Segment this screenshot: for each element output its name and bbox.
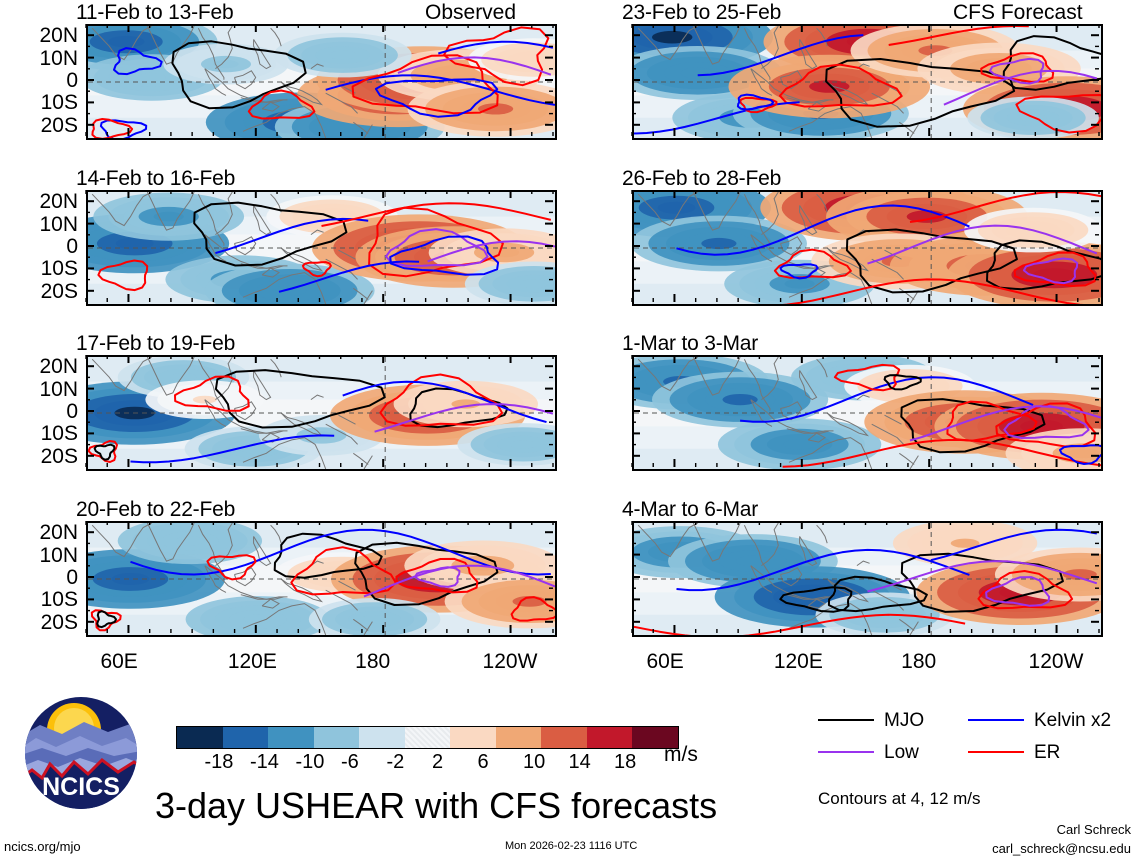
- x-axis-tick-label: 180: [355, 650, 391, 673]
- colorbar-tick-label: 10: [523, 751, 546, 773]
- y-axis-tick-label: 20S: [40, 444, 78, 468]
- x-axis-tick-label: 120E: [773, 650, 823, 673]
- colorbar-swatch: [450, 727, 496, 748]
- map-panel[interactable]: [632, 24, 1103, 140]
- y-axis-tick-label: 20S: [40, 279, 78, 303]
- contour-note: Contours at 4, 12 m/s: [818, 789, 981, 808]
- x-axis-tick-label: 180: [901, 650, 937, 673]
- colorbar-unit-label: m/s: [664, 743, 698, 766]
- y-axis-tick-label: 0: [66, 69, 78, 92]
- colorbar-tick-label: -18: [204, 751, 234, 773]
- colorbar-swatch: [177, 727, 223, 748]
- colorbar-swatch: [268, 727, 314, 748]
- author-name: Carl Schreck: [1056, 822, 1131, 837]
- author-email[interactable]: carl_schreck@ncsu.edu: [992, 841, 1131, 856]
- panel-title: 17-Feb to 19-Feb: [76, 332, 236, 355]
- colorbar-tick-label: 14: [568, 751, 591, 773]
- colorbar-tick-label: 2: [432, 751, 444, 773]
- map-panel[interactable]: [86, 521, 557, 637]
- map-panel[interactable]: [632, 190, 1103, 306]
- y-axis-tick-label: 10N: [39, 46, 78, 70]
- colorbar-swatch: [541, 727, 587, 748]
- y-axis-tick-label: 10S: [40, 91, 78, 115]
- colorbar-tick-label: 18: [614, 751, 637, 773]
- colorbar-swatch: [313, 727, 359, 748]
- y-axis-tick-label: 20N: [39, 190, 78, 214]
- map-panel[interactable]: [86, 355, 557, 471]
- column-header: CFS Forecast: [953, 1, 1083, 24]
- panel-title: 1-Mar to 3-Mar: [622, 332, 759, 355]
- map-panel[interactable]: [86, 190, 557, 306]
- colorbar-swatch: [404, 727, 450, 748]
- legend-label: MJO: [884, 710, 925, 731]
- panel-title: 23-Feb to 25-Feb: [622, 1, 782, 24]
- colorbar-tick-label: -6: [341, 751, 359, 773]
- y-axis-tick-label: 20S: [40, 610, 78, 634]
- y-axis-tick-label: 10N: [39, 212, 78, 236]
- y-axis-tick-label: 0: [66, 235, 78, 258]
- y-axis-tick-label: 20N: [39, 521, 78, 545]
- x-axis-tick-label: 120E: [227, 650, 277, 673]
- panel-title: 20-Feb to 22-Feb: [76, 498, 236, 521]
- site-link[interactable]: ncics.org/mjo: [4, 839, 81, 854]
- map-panel[interactable]: [86, 24, 557, 140]
- colorbar-swatch: [632, 727, 678, 748]
- y-axis-tick-label: 20N: [39, 355, 78, 379]
- y-axis-tick-label: 20N: [39, 24, 78, 48]
- ncics-logo: NCICS: [22, 694, 140, 812]
- legend-label: Kelvin x2: [1034, 710, 1112, 731]
- colorbar: [176, 726, 679, 749]
- y-axis-tick-label: 10S: [40, 422, 78, 446]
- colorbar-swatch: [222, 727, 268, 748]
- legend-line-kelvin-x2: [968, 719, 1024, 721]
- y-axis-tick-label: 0: [66, 566, 78, 589]
- x-axis-tick-label: 120W: [1028, 650, 1084, 673]
- map-panel[interactable]: [632, 521, 1103, 637]
- y-axis-tick-label: 10N: [39, 377, 78, 401]
- panel-title: 14-Feb to 16-Feb: [76, 167, 236, 190]
- timestamp: Mon 2026-02-23 1116 UTC: [505, 840, 638, 852]
- colorbar-swatch: [359, 727, 405, 748]
- y-axis-tick-label: 0: [66, 400, 78, 423]
- colorbar-swatch: [586, 727, 632, 748]
- x-axis-tick-label: 60E: [100, 650, 138, 673]
- legend-line-mjo: [818, 719, 874, 721]
- x-axis-tick-label: 60E: [646, 650, 684, 673]
- colorbar-swatch: [495, 727, 541, 748]
- x-axis-tick-label: 120W: [482, 650, 538, 673]
- legend-line-low: [818, 751, 874, 753]
- legend-label: ER: [1034, 742, 1061, 763]
- y-axis-tick-label: 20S: [40, 113, 78, 137]
- colorbar-tick-label: -14: [250, 751, 279, 773]
- colorbar-tick-label: -10: [295, 751, 325, 773]
- column-header: Observed: [425, 1, 517, 24]
- legend-line-er: [968, 751, 1024, 753]
- panel-title: 26-Feb to 28-Feb: [622, 167, 782, 190]
- figure-title: 3-day USHEAR with CFS forecasts: [155, 785, 718, 826]
- panel-title: 11-Feb to 13-Feb: [76, 1, 234, 24]
- y-axis-tick-label: 10N: [39, 543, 78, 567]
- panel-title: 4-Mar to 6-Mar: [622, 498, 759, 521]
- svg-text:NCICS: NCICS: [42, 773, 120, 801]
- colorbar-tick-label: -2: [386, 751, 405, 773]
- colorbar-tick-label: 6: [477, 751, 489, 773]
- y-axis-tick-label: 10S: [40, 588, 78, 612]
- legend-label: Low: [884, 742, 919, 763]
- map-panel[interactable]: [632, 355, 1103, 471]
- y-axis-tick-label: 10S: [40, 257, 78, 281]
